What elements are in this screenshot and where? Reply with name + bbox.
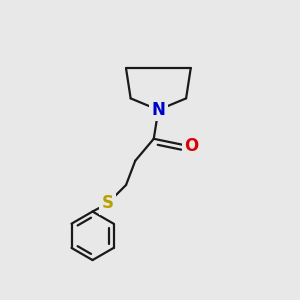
Text: O: O [184, 137, 199, 155]
Text: S: S [101, 194, 113, 212]
Text: N: N [152, 101, 165, 119]
